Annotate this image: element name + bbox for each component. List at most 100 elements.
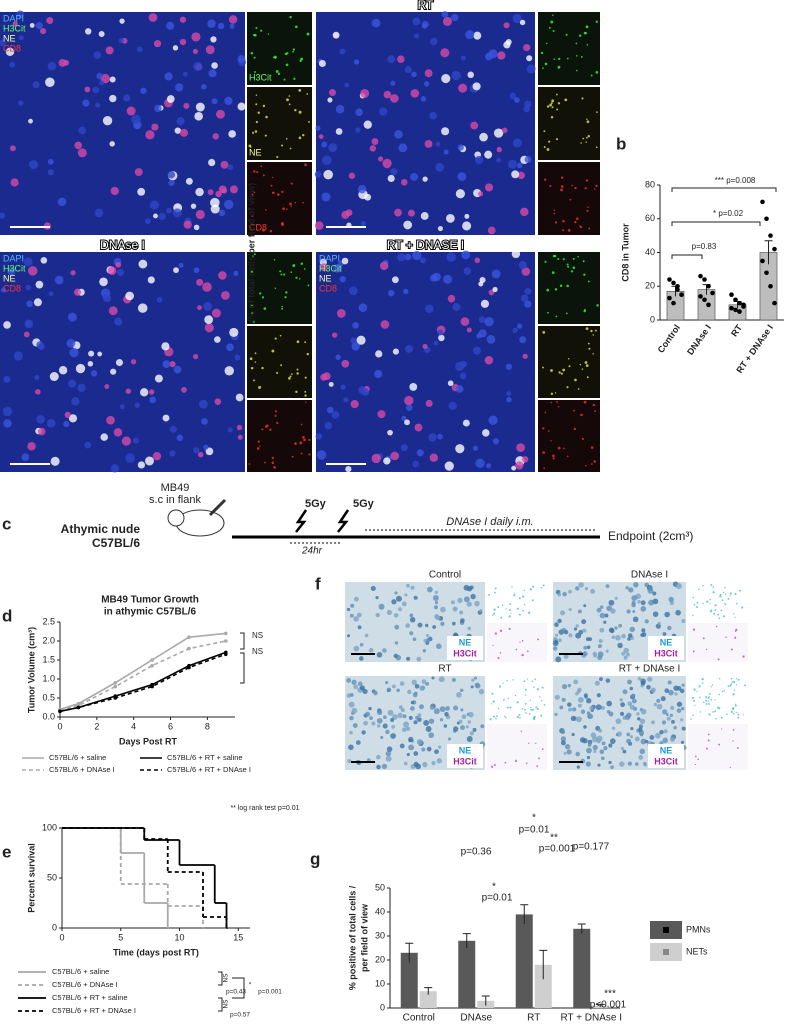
cell xyxy=(205,45,215,55)
cell xyxy=(379,261,389,271)
legend-stat: p=0.57 xyxy=(230,1012,250,1019)
cell xyxy=(253,56,256,59)
cell xyxy=(681,618,686,624)
cell xyxy=(131,114,141,125)
cell xyxy=(510,612,512,614)
cell xyxy=(214,398,222,405)
cell xyxy=(516,323,523,329)
legend-label: C57BL/6 + saline xyxy=(52,967,109,976)
cell xyxy=(433,605,438,610)
cell xyxy=(422,649,427,653)
cell xyxy=(707,733,710,736)
cell xyxy=(250,311,254,315)
cell xyxy=(201,418,208,425)
cell xyxy=(554,694,560,700)
cell xyxy=(579,737,586,743)
cell xyxy=(731,680,734,683)
cell xyxy=(319,263,328,272)
cell xyxy=(571,732,575,737)
cell xyxy=(612,726,616,730)
cell xyxy=(123,94,131,102)
cell xyxy=(528,742,530,744)
cell xyxy=(35,22,43,30)
cell xyxy=(320,373,328,381)
cell xyxy=(413,751,419,756)
cell xyxy=(491,703,493,705)
cell xyxy=(229,23,235,29)
cell xyxy=(197,305,202,311)
cell xyxy=(425,304,434,314)
cell xyxy=(503,41,511,49)
cell xyxy=(87,361,94,367)
cell xyxy=(412,460,419,468)
cell xyxy=(254,71,256,73)
cell xyxy=(264,461,266,464)
x-tick-label: RT xyxy=(527,1013,540,1024)
cell xyxy=(321,155,332,166)
cell xyxy=(409,613,414,618)
cell xyxy=(176,117,185,126)
cell xyxy=(735,683,738,686)
cell xyxy=(517,171,525,180)
cell xyxy=(566,57,569,60)
cell xyxy=(586,120,590,124)
cell xyxy=(488,415,498,425)
cell xyxy=(307,284,310,287)
cell xyxy=(616,731,622,737)
cell xyxy=(608,599,615,606)
cell xyxy=(461,250,471,260)
cell xyxy=(264,134,267,137)
x-tick-label: 8 xyxy=(205,721,210,731)
cell xyxy=(575,624,579,628)
cell xyxy=(543,178,547,181)
cell xyxy=(729,595,731,597)
cell xyxy=(498,685,502,688)
cell xyxy=(722,591,725,594)
cell xyxy=(496,157,502,163)
data-point xyxy=(764,216,769,222)
cell xyxy=(559,705,564,710)
cell xyxy=(452,606,458,612)
cell xyxy=(505,717,507,719)
cell xyxy=(169,450,176,457)
cell xyxy=(592,403,596,407)
cell xyxy=(532,585,535,588)
cell xyxy=(380,320,390,329)
annotation: p=0.01 xyxy=(482,893,513,904)
cell xyxy=(567,702,572,707)
micrograph xyxy=(538,326,600,398)
cell xyxy=(58,366,68,375)
cell xyxy=(536,765,539,767)
cell xyxy=(119,404,125,410)
cell xyxy=(95,102,101,108)
cell xyxy=(523,604,526,606)
cell xyxy=(386,687,392,693)
cell xyxy=(390,451,400,461)
cell xyxy=(636,717,641,721)
cell xyxy=(346,678,352,683)
image-title: RT + DNASE I xyxy=(387,238,464,252)
cell xyxy=(218,185,227,194)
bracket xyxy=(671,187,777,192)
cell xyxy=(349,613,354,618)
cell xyxy=(489,718,492,721)
cell xyxy=(378,603,385,610)
cell xyxy=(391,724,396,729)
cell xyxy=(553,637,557,641)
cell xyxy=(742,655,745,658)
channel-label: NE xyxy=(319,273,332,283)
legend-stat: p=0.001 xyxy=(258,989,282,996)
cell xyxy=(711,609,713,611)
cell xyxy=(524,288,532,295)
cell xyxy=(437,329,444,336)
cell xyxy=(134,168,143,177)
data-point xyxy=(702,277,707,282)
cell xyxy=(339,48,346,55)
cell xyxy=(428,732,435,739)
cell xyxy=(676,701,683,707)
cell xyxy=(667,625,672,631)
cell xyxy=(84,441,92,449)
micrograph xyxy=(538,162,600,235)
inset-label: CD8 xyxy=(249,222,267,232)
y-tick-label: 2.0 xyxy=(42,635,55,645)
